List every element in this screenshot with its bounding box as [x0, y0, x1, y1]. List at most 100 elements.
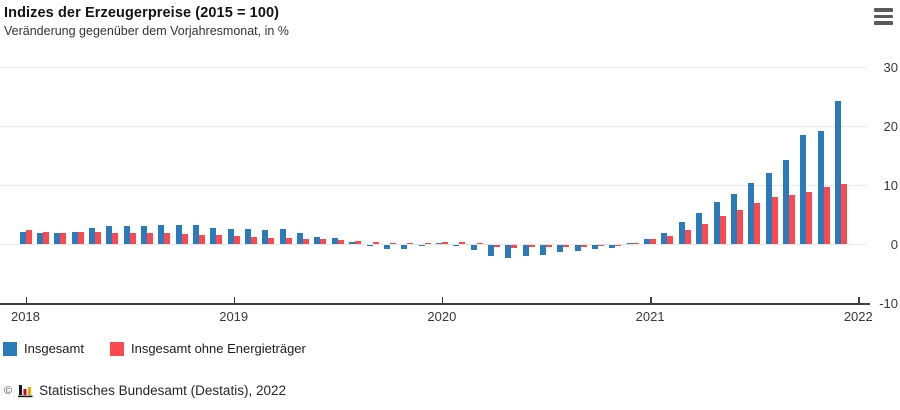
bar-ohne-energietraeger-2021-03[interactable]: [684, 230, 691, 244]
bar-ohne-energietraeger-2018-09[interactable]: [164, 233, 171, 244]
bar-insgesamt-2021-03[interactable]: [678, 222, 685, 244]
bar-ohne-energietraeger-2021-10[interactable]: [806, 192, 813, 244]
bar-ohne-energietraeger-2021-11[interactable]: [823, 187, 830, 244]
bar-ohne-energietraeger-2021-02[interactable]: [667, 235, 674, 244]
bar-ohne-energietraeger-2021-05[interactable]: [719, 215, 726, 244]
bar-ohne-energietraeger-2018-07[interactable]: [129, 232, 136, 244]
bar-insgesamt-2018-12[interactable]: [210, 228, 217, 244]
bar-insgesamt-2021-09[interactable]: [782, 160, 789, 244]
bar-insgesamt-2019-12[interactable]: [418, 245, 425, 247]
bar-ohne-energietraeger-2020-07[interactable]: [546, 245, 552, 247]
bar-insgesamt-2020-04[interactable]: [487, 245, 494, 257]
bar-insgesamt-2019-05[interactable]: [297, 232, 304, 244]
bar-ohne-energietraeger-2018-04[interactable]: [77, 232, 84, 244]
bar-insgesamt-2021-05[interactable]: [713, 201, 720, 244]
bar-insgesamt-2019-10[interactable]: [383, 245, 390, 249]
bar-ohne-energietraeger-2019-03[interactable]: [268, 237, 275, 244]
bar-insgesamt-2018-01[interactable]: [19, 231, 26, 244]
bar-ohne-energietraeger-2020-05[interactable]: [511, 245, 518, 248]
bar-ohne-energietraeger-2020-09[interactable]: [580, 245, 587, 247]
bar-ohne-energietraeger-2020-11[interactable]: [615, 245, 622, 246]
bar-ohne-energietraeger-2019-09[interactable]: [372, 242, 379, 244]
bar-ohne-energietraeger-2018-10[interactable]: [181, 233, 188, 244]
bar-insgesamt-2019-11[interactable]: [401, 245, 408, 250]
bar-insgesamt-2020-05[interactable]: [505, 245, 512, 258]
bar-insgesamt-2018-03[interactable]: [54, 232, 61, 244]
bar-insgesamt-2019-07[interactable]: [331, 237, 338, 244]
bar-ohne-energietraeger-2018-08[interactable]: [146, 233, 153, 244]
bar-ohne-energietraeger-2020-04[interactable]: [493, 245, 500, 248]
legend-item-insgesamt[interactable]: Insgesamt: [3, 341, 84, 356]
bar-insgesamt-2019-06[interactable]: [314, 236, 321, 244]
bar-ohne-energietraeger-2018-05[interactable]: [94, 232, 101, 244]
bar-insgesamt-2018-09[interactable]: [158, 225, 165, 244]
bar-ohne-energietraeger-2019-10[interactable]: [389, 242, 396, 244]
bar-insgesamt-2019-09[interactable]: [366, 245, 373, 246]
bar-insgesamt-2020-12[interactable]: [626, 242, 633, 244]
bar-ohne-energietraeger-2020-01[interactable]: [441, 242, 448, 244]
bar-ohne-energietraeger-2021-01[interactable]: [650, 239, 657, 244]
bar-ohne-energietraeger-2018-11[interactable]: [199, 234, 205, 244]
bar-insgesamt-2021-12[interactable]: [834, 101, 841, 244]
bar-insgesamt-2019-08[interactable]: [349, 242, 356, 244]
bar-ohne-energietraeger-2019-02[interactable]: [251, 236, 258, 244]
hamburger-bar: [874, 14, 893, 19]
bar-ohne-energietraeger-2018-12[interactable]: [216, 235, 223, 244]
bar-ohne-energietraeger-2019-04[interactable]: [285, 237, 292, 244]
bar-insgesamt-2018-07[interactable]: [123, 226, 130, 244]
bar-insgesamt-2019-01[interactable]: [227, 228, 234, 244]
bar-ohne-energietraeger-2021-08[interactable]: [771, 197, 778, 244]
bar-ohne-energietraeger-2021-09[interactable]: [788, 195, 795, 244]
bar-insgesamt-2021-07[interactable]: [748, 182, 755, 244]
bar-insgesamt-2020-02[interactable]: [453, 245, 460, 246]
bar-insgesamt-2020-06[interactable]: [522, 245, 529, 256]
hamburger-menu-icon[interactable]: [874, 8, 893, 25]
bar-insgesamt-2019-03[interactable]: [262, 229, 269, 244]
bar-ohne-energietraeger-2019-01[interactable]: [233, 236, 240, 244]
bar-ohne-energietraeger-2020-06[interactable]: [528, 245, 535, 248]
bar-insgesamt-2020-11[interactable]: [609, 245, 616, 248]
legend-item-ohne-energietraeger[interactable]: Insgesamt ohne Energieträger: [109, 341, 306, 356]
bar-ohne-energietraeger-2021-04[interactable]: [702, 223, 709, 244]
bar-insgesamt-2018-08[interactable]: [140, 225, 147, 244]
bar-insgesamt-2020-10[interactable]: [592, 245, 599, 250]
bar-insgesamt-2018-04[interactable]: [71, 232, 78, 244]
bar-ohne-energietraeger-2019-06[interactable]: [320, 239, 327, 244]
bar-ohne-energietraeger-2020-02[interactable]: [459, 241, 466, 244]
bar-insgesamt-2020-01[interactable]: [435, 242, 442, 244]
bar-ohne-energietraeger-2018-03[interactable]: [60, 232, 67, 244]
bar-insgesamt-2020-08[interactable]: [557, 245, 564, 253]
bar-ohne-energietraeger-2018-06[interactable]: [112, 232, 119, 244]
bar-insgesamt-2018-10[interactable]: [175, 224, 182, 244]
bar-ohne-energietraeger-2019-11[interactable]: [407, 243, 414, 244]
bar-insgesamt-2021-02[interactable]: [661, 232, 668, 244]
bar-insgesamt-2020-03[interactable]: [470, 245, 477, 250]
bar-ohne-energietraeger-2018-02[interactable]: [42, 232, 49, 244]
bar-ohne-energietraeger-2019-08[interactable]: [355, 241, 362, 244]
bar-ohne-energietraeger-2021-12[interactable]: [840, 183, 847, 244]
bar-insgesamt-2021-08[interactable]: [765, 173, 772, 244]
bar-ohne-energietraeger-2021-06[interactable]: [736, 209, 743, 244]
bar-ohne-energietraeger-2019-05[interactable]: [303, 238, 310, 244]
bar-ohne-energietraeger-2020-10[interactable]: [598, 245, 605, 247]
bar-insgesamt-2018-06[interactable]: [106, 226, 113, 244]
bar-ohne-energietraeger-2018-01[interactable]: [25, 230, 32, 244]
bar-insgesamt-2020-09[interactable]: [574, 245, 581, 251]
bar-ohne-energietraeger-2021-07[interactable]: [754, 202, 761, 244]
bar-insgesamt-2018-05[interactable]: [88, 228, 95, 244]
bar-insgesamt-2018-02[interactable]: [36, 233, 43, 244]
bar-insgesamt-2021-11[interactable]: [817, 130, 824, 244]
bar-ohne-energietraeger-2020-08[interactable]: [563, 245, 570, 247]
bar-insgesamt-2019-02[interactable]: [245, 228, 252, 244]
bar-ohne-energietraeger-2019-07[interactable]: [337, 240, 344, 244]
bar-insgesamt-2018-11[interactable]: [193, 224, 199, 244]
bar-insgesamt-2021-04[interactable]: [696, 213, 703, 244]
bar-insgesamt-2021-10[interactable]: [800, 135, 807, 244]
bar-ohne-energietraeger-2020-12[interactable]: [632, 242, 639, 244]
bar-insgesamt-2019-04[interactable]: [279, 229, 286, 244]
bar-insgesamt-2020-07[interactable]: [540, 245, 546, 256]
bar-insgesamt-2021-01[interactable]: [644, 238, 651, 244]
bar-ohne-energietraeger-2019-12[interactable]: [424, 242, 431, 244]
bar-insgesamt-2021-06[interactable]: [730, 193, 737, 244]
bar-ohne-energietraeger-2020-03[interactable]: [476, 242, 483, 244]
